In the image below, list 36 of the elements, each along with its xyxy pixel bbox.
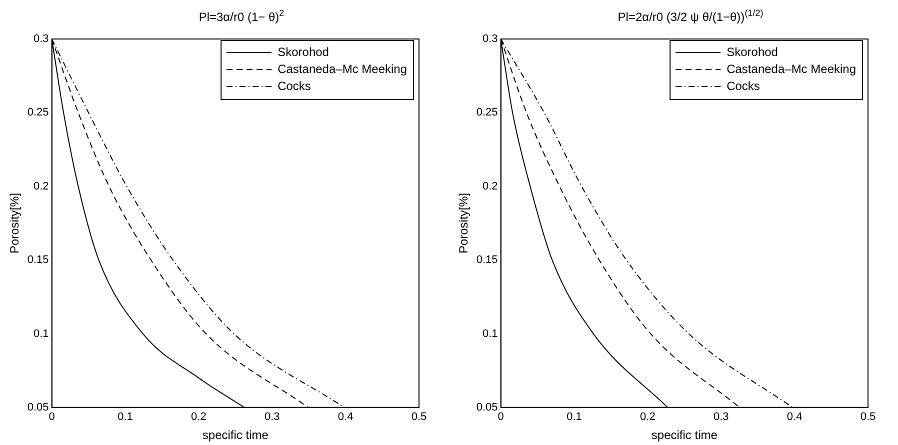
- y-tick-label: 0.25: [27, 106, 49, 119]
- legend-label: Skorohod: [278, 44, 329, 59]
- y-tick-label: 0.3: [34, 33, 49, 46]
- legend-label: Castaneda–Mc Meeking: [726, 62, 856, 76]
- legend-label: Castaneda–Mc Meeking: [278, 62, 407, 76]
- legend-label: Cocks: [726, 78, 760, 93]
- x-tick-label: 0.3: [264, 411, 280, 424]
- x-tick-label: 0.1: [118, 411, 133, 424]
- y-axis-title: Porosity[%]: [8, 192, 22, 254]
- x-tick-label: 0.1: [566, 411, 582, 424]
- x-tick-label: 0.2: [191, 411, 206, 424]
- legend-label: Skorohod: [726, 44, 778, 59]
- legend-label: Cocks: [278, 78, 311, 93]
- y-tick-label: 0.05: [476, 401, 498, 414]
- x-tick-label: 0.5: [860, 411, 876, 424]
- y-tick-label: 0.05: [27, 401, 49, 414]
- y-tick-label: 0.2: [34, 180, 49, 192]
- y-tick-label: 0.15: [27, 254, 49, 266]
- y-tick-label: 0.25: [476, 106, 498, 119]
- y-tick-label: 0.1: [482, 328, 498, 340]
- x-tick-label: 0.4: [338, 411, 354, 424]
- y-tick-label: 0.2: [482, 180, 498, 192]
- y-tick-label: 0.15: [476, 254, 498, 266]
- chart-title: Pl=3α/r0 (1− θ)$^{2}$: [198, 8, 286, 24]
- y-tick-label: 0.3: [482, 33, 498, 46]
- x-tick-label: 0.5: [411, 411, 427, 424]
- y-tick-label: 0.1: [34, 328, 49, 340]
- x-tick-label: 0.4: [786, 411, 802, 424]
- chart-title: Pl=2α/r0 (3/2 ψ θ/(1−θ))$^{(1/2)}$: [616, 8, 764, 24]
- x-axis-title: specific time: [651, 428, 718, 442]
- x-tick-label: 0: [48, 411, 55, 424]
- x-tick-label: 0.3: [713, 411, 729, 424]
- x-axis-title: specific time: [202, 428, 269, 442]
- x-tick-label: 0.2: [640, 411, 656, 424]
- x-tick-label: 0: [498, 411, 504, 424]
- y-axis-title: Porosity[%]: [456, 192, 471, 254]
